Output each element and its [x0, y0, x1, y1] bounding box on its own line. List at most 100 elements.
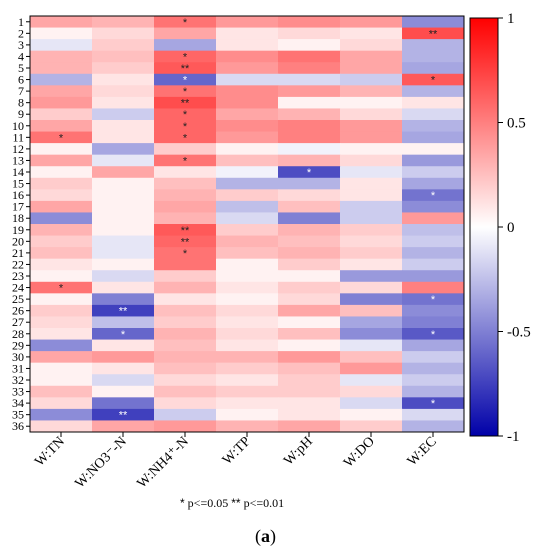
row-label: 21	[12, 246, 24, 260]
heatmap-cell	[340, 293, 403, 306]
heatmap-cell	[278, 154, 341, 167]
heatmap-cell	[402, 108, 465, 121]
heatmap-cell	[92, 120, 155, 133]
heatmap-cell	[402, 408, 465, 421]
heatmap-cell	[30, 50, 93, 63]
heatmap-cell	[30, 166, 93, 179]
significance-marker: *	[183, 121, 188, 133]
row-label: 31	[12, 361, 24, 375]
significance-marker: **	[181, 225, 190, 237]
significance-marker: **	[119, 306, 128, 318]
heatmap-cell	[216, 224, 279, 237]
heatmap-cell	[278, 293, 341, 306]
heatmap-cell	[402, 420, 465, 433]
heatmap-cell	[92, 258, 155, 271]
heatmap-cell	[154, 108, 217, 121]
heatmap-cell	[92, 270, 155, 283]
heatmap-cell	[30, 39, 93, 52]
row-label: 8	[18, 96, 24, 110]
heatmap-cell	[154, 362, 217, 375]
heatmap-cell	[216, 189, 279, 202]
heatmap-cell	[216, 39, 279, 52]
heatmap-cell	[278, 420, 341, 433]
heatmap-cell	[402, 351, 465, 364]
heatmap-cell	[92, 200, 155, 213]
heatmap-cell	[92, 235, 155, 248]
heatmap-cell	[278, 96, 341, 109]
heatmap-cell	[154, 16, 217, 29]
heatmap-cell	[402, 143, 465, 156]
heatmap-cell	[402, 224, 465, 237]
heatmap-cell	[154, 39, 217, 52]
heatmap-cell	[154, 27, 217, 40]
heatmap-cell	[340, 224, 403, 237]
column-label: W:DO	[341, 434, 378, 471]
heatmap-cell	[154, 258, 217, 271]
heatmap-cell	[154, 166, 217, 179]
heatmap-cell	[278, 224, 341, 237]
heatmap-cell	[402, 166, 465, 179]
significance-marker: **	[429, 28, 438, 40]
heatmap-cell	[154, 270, 217, 283]
heatmap-cell	[340, 420, 403, 433]
heatmap-cell	[402, 200, 465, 213]
row-label: 1	[18, 15, 24, 29]
note-star-double-text: p<=0.01	[240, 496, 285, 510]
heatmap-cell	[154, 96, 217, 109]
row-label: 19	[12, 223, 24, 237]
heatmap-cell	[154, 73, 217, 86]
row-label: 20	[12, 234, 24, 248]
heatmap-cell	[278, 200, 341, 213]
heatmap-cell	[216, 328, 279, 341]
significance-marker: **	[119, 410, 128, 422]
heatmap-cell	[340, 281, 403, 294]
row-label: 9	[18, 107, 24, 121]
colorbar	[469, 17, 499, 437]
heatmap-cell	[340, 351, 403, 364]
heatmap-cell	[278, 304, 341, 317]
heatmap-cell	[340, 397, 403, 410]
colorbar-tick-label: 1	[507, 11, 515, 27]
heatmap-cell	[402, 73, 465, 86]
significance-marker: *	[431, 190, 436, 202]
heatmap-cell	[402, 270, 465, 283]
heatmap-cell	[30, 143, 93, 156]
row-label: 13	[12, 153, 24, 167]
heatmap-cell	[30, 328, 93, 341]
significance-marker: *	[183, 248, 188, 260]
heatmap-cell	[340, 385, 403, 398]
heatmap-cell	[278, 177, 341, 190]
heatmap-cell	[154, 420, 217, 433]
heatmap-cell	[216, 281, 279, 294]
heatmap-cell	[216, 16, 279, 29]
heatmap-cell	[340, 96, 403, 109]
heatmap-cell	[30, 154, 93, 167]
significance-marker: *	[431, 294, 436, 306]
heatmap-cell	[340, 258, 403, 271]
heatmap-cell	[402, 39, 465, 52]
significance-marker: **	[181, 98, 190, 110]
heatmap-cell	[92, 293, 155, 306]
heatmap-cell	[154, 328, 217, 341]
heatmap-cell	[278, 50, 341, 63]
row-label: 32	[12, 373, 24, 387]
significance-marker: *	[183, 75, 188, 87]
heatmap-cell	[30, 108, 93, 121]
heatmap-cell	[216, 408, 279, 421]
heatmap-cell	[154, 235, 217, 248]
heatmap-cell	[154, 85, 217, 98]
heatmap-cell	[278, 166, 341, 179]
heatmap-cell	[216, 351, 279, 364]
heatmap-cell	[278, 258, 341, 271]
heatmap-cell	[154, 293, 217, 306]
significance-marker: *	[431, 329, 436, 341]
heatmap-cell	[340, 189, 403, 202]
heatmap-cell	[278, 374, 341, 387]
heatmap-cell	[278, 270, 341, 283]
heatmap-cell	[278, 316, 341, 329]
heatmap-cell	[154, 50, 217, 63]
colorbar-tick-label: -1	[507, 429, 520, 445]
significance-marker: *	[431, 398, 436, 410]
heatmap-cell	[340, 108, 403, 121]
significance-marker: *	[183, 109, 188, 121]
